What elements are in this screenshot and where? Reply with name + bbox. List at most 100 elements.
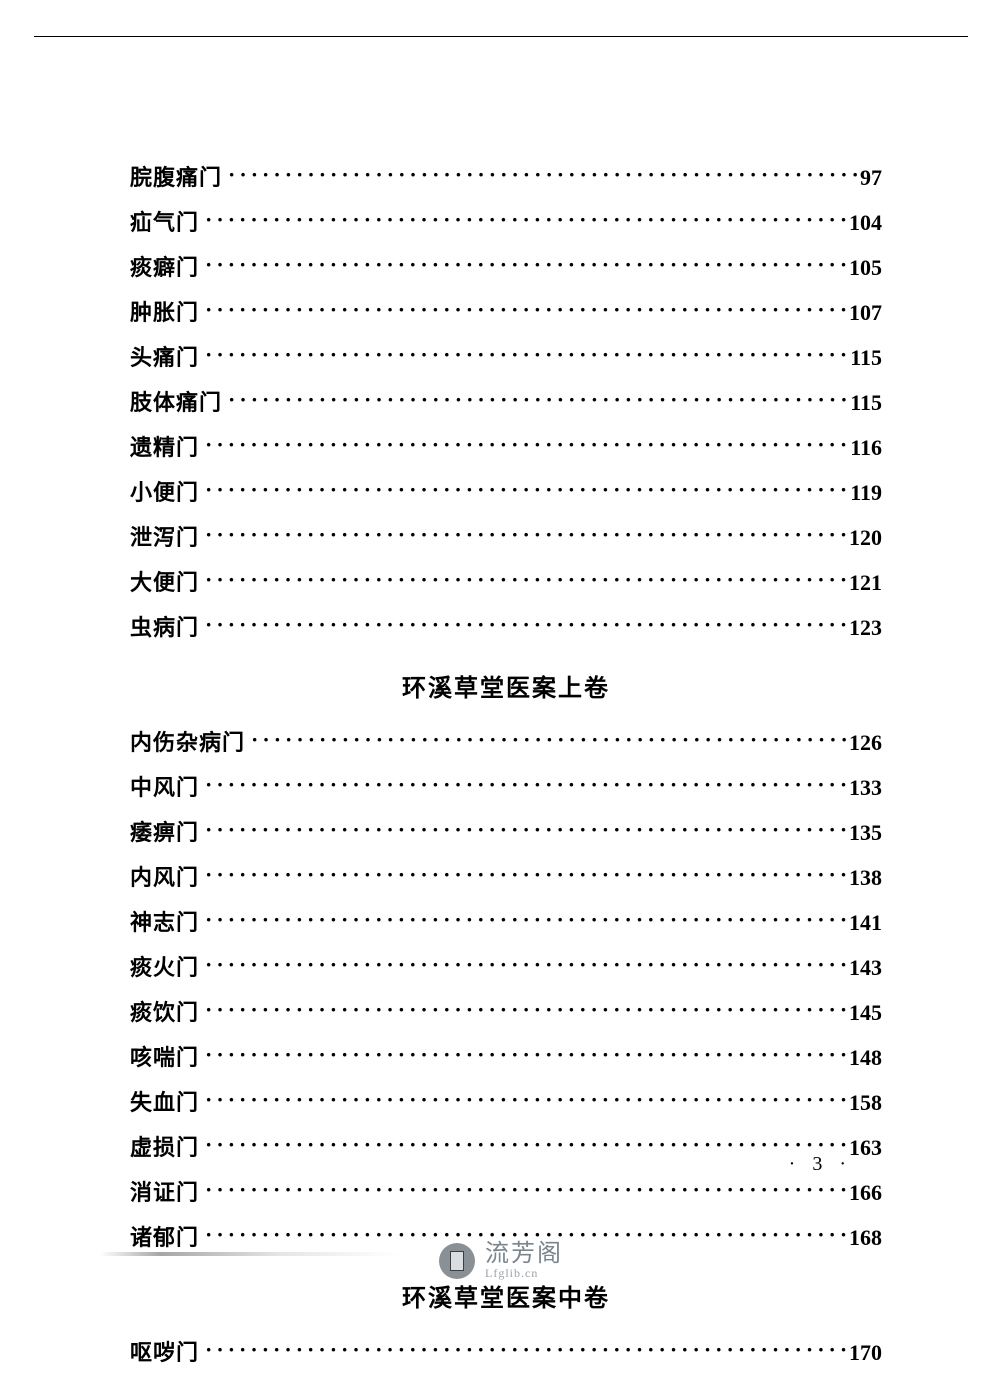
toc-leader: ········································… [199, 477, 850, 503]
toc-leader: ········································… [199, 1337, 849, 1363]
toc-label: 肿胀门 [130, 295, 199, 327]
toc-leader: ········································… [199, 862, 849, 888]
toc-page-number: 126 [849, 730, 882, 756]
toc-label: 痿痹门 [130, 815, 199, 847]
toc-entry: 遗精门·····································… [130, 430, 882, 462]
toc-label: 呕哕门 [130, 1335, 199, 1367]
toc-entry: 痰饮门·····································… [130, 995, 882, 1027]
toc-label: 痰癖门 [130, 250, 199, 282]
toc-label: 脘腹痛门 [130, 160, 222, 192]
toc-leader: ········································… [199, 252, 849, 278]
toc-entry: 泄泻门·····································… [130, 520, 882, 552]
toc-page-number: 107 [849, 300, 882, 326]
toc-leader: ········································… [199, 1042, 849, 1068]
watermark-cn: 流芳阁 [485, 1242, 563, 1267]
toc-page-number: 170 [849, 1340, 882, 1366]
toc-leader: ········································… [199, 612, 849, 638]
toc-label: 泄泻门 [130, 520, 199, 552]
toc-page-number: 120 [849, 525, 882, 551]
toc-label: 大便门 [130, 565, 199, 597]
toc-page-number: 166 [849, 1180, 882, 1206]
toc-leader: ········································… [222, 387, 850, 413]
toc-leader: ········································… [199, 567, 849, 593]
toc-entry: 神志门·····································… [130, 905, 882, 937]
toc-label: 肢体痛门 [130, 385, 222, 417]
page-number: · 3 · [789, 1153, 852, 1176]
toc-leader: ········································… [199, 997, 849, 1023]
toc-entry: 咳喘门·····································… [130, 1040, 882, 1072]
toc-page-number: 143 [849, 955, 882, 981]
toc-entry: 失血门·····································… [130, 1085, 882, 1117]
toc-page-number: 105 [849, 255, 882, 281]
toc-entry: 虫病门·····································… [130, 610, 882, 642]
toc-page-number: 119 [850, 480, 882, 506]
toc-label: 消证门 [130, 1175, 199, 1207]
toc-leader: ········································… [222, 162, 860, 188]
toc-label: 中风门 [130, 770, 199, 802]
toc-entry: 肿胀门·····································… [130, 295, 882, 327]
toc-page-number: 163 [849, 1135, 882, 1161]
toc-page-number: 168 [849, 1225, 882, 1251]
toc-page-number: 148 [849, 1045, 882, 1071]
toc-leader: ········································… [199, 207, 849, 233]
toc-leader: ········································… [199, 1132, 849, 1158]
toc-leader: ········································… [199, 907, 849, 933]
toc-label: 失血门 [130, 1085, 199, 1117]
toc-leader: ········································… [199, 952, 849, 978]
toc-entry: 痰癖门·····································… [130, 250, 882, 282]
toc-page-number: 141 [849, 910, 882, 936]
toc-label: 痰火门 [130, 950, 199, 982]
scan-artifact [100, 1252, 400, 1256]
book-icon [439, 1243, 475, 1279]
toc-page-number: 145 [849, 1000, 882, 1026]
toc-page-number: 135 [849, 820, 882, 846]
toc-page-number: 115 [850, 345, 882, 371]
toc-leader: ········································… [245, 727, 849, 753]
toc-entry: 大便门·····································… [130, 565, 882, 597]
toc-label: 诸郁门 [130, 1220, 199, 1252]
toc-page-number: 97 [860, 165, 882, 191]
toc-leader: ········································… [199, 1177, 849, 1203]
toc-leader: ········································… [199, 522, 849, 548]
toc-page-number: 123 [849, 615, 882, 641]
toc-label: 疝气门 [130, 205, 199, 237]
toc-label: 小便门 [130, 475, 199, 507]
toc-entry: 脘腹痛门····································… [130, 160, 882, 192]
toc-label: 遗精门 [130, 430, 199, 462]
toc-leader: ········································… [199, 297, 849, 323]
toc-entry: 肢体痛门····································… [130, 385, 882, 417]
toc-entry: 呕哕门·····································… [130, 1335, 882, 1367]
toc-entry: 内风门·····································… [130, 860, 882, 892]
toc-label: 神志门 [130, 905, 199, 937]
toc-entry: 痰火门·····································… [130, 950, 882, 982]
toc-label: 咳喘门 [130, 1040, 199, 1072]
toc-leader: ········································… [199, 342, 850, 368]
section-heading: 环溪草堂医案上卷 [130, 668, 882, 703]
toc-page-number: 158 [849, 1090, 882, 1116]
toc-page-number: 115 [850, 390, 882, 416]
toc-page-number: 138 [849, 865, 882, 891]
toc-page-number: 116 [850, 435, 882, 461]
toc-entry: 虚损门·····································… [130, 1130, 882, 1162]
toc-label: 头痛门 [130, 340, 199, 372]
toc-label: 痰饮门 [130, 995, 199, 1027]
toc-entry: 小便门·····································… [130, 475, 882, 507]
toc-page: 脘腹痛门····································… [130, 160, 882, 1380]
toc-entry: 头痛门·····································… [130, 340, 882, 372]
toc-label: 虚损门 [130, 1130, 199, 1162]
toc-entry: 痿痹门·····································… [130, 815, 882, 847]
toc-leader: ········································… [199, 772, 849, 798]
watermark-en: Lfglib.cn [485, 1267, 563, 1280]
toc-page-number: 121 [849, 570, 882, 596]
toc-label: 内伤杂病门 [130, 725, 245, 757]
toc-label: 虫病门 [130, 610, 199, 642]
toc-entry: 疝气门·····································… [130, 205, 882, 237]
top-rule [34, 36, 968, 37]
toc-entry: 中风门·····································… [130, 770, 882, 802]
watermark: 流芳阁 Lfglib.cn [439, 1242, 563, 1280]
toc-leader: ········································… [199, 1087, 849, 1113]
toc-page-number: 104 [849, 210, 882, 236]
toc-leader: ········································… [199, 432, 850, 458]
toc-page-number: 133 [849, 775, 882, 801]
toc-entry: 消证门·····································… [130, 1175, 882, 1207]
